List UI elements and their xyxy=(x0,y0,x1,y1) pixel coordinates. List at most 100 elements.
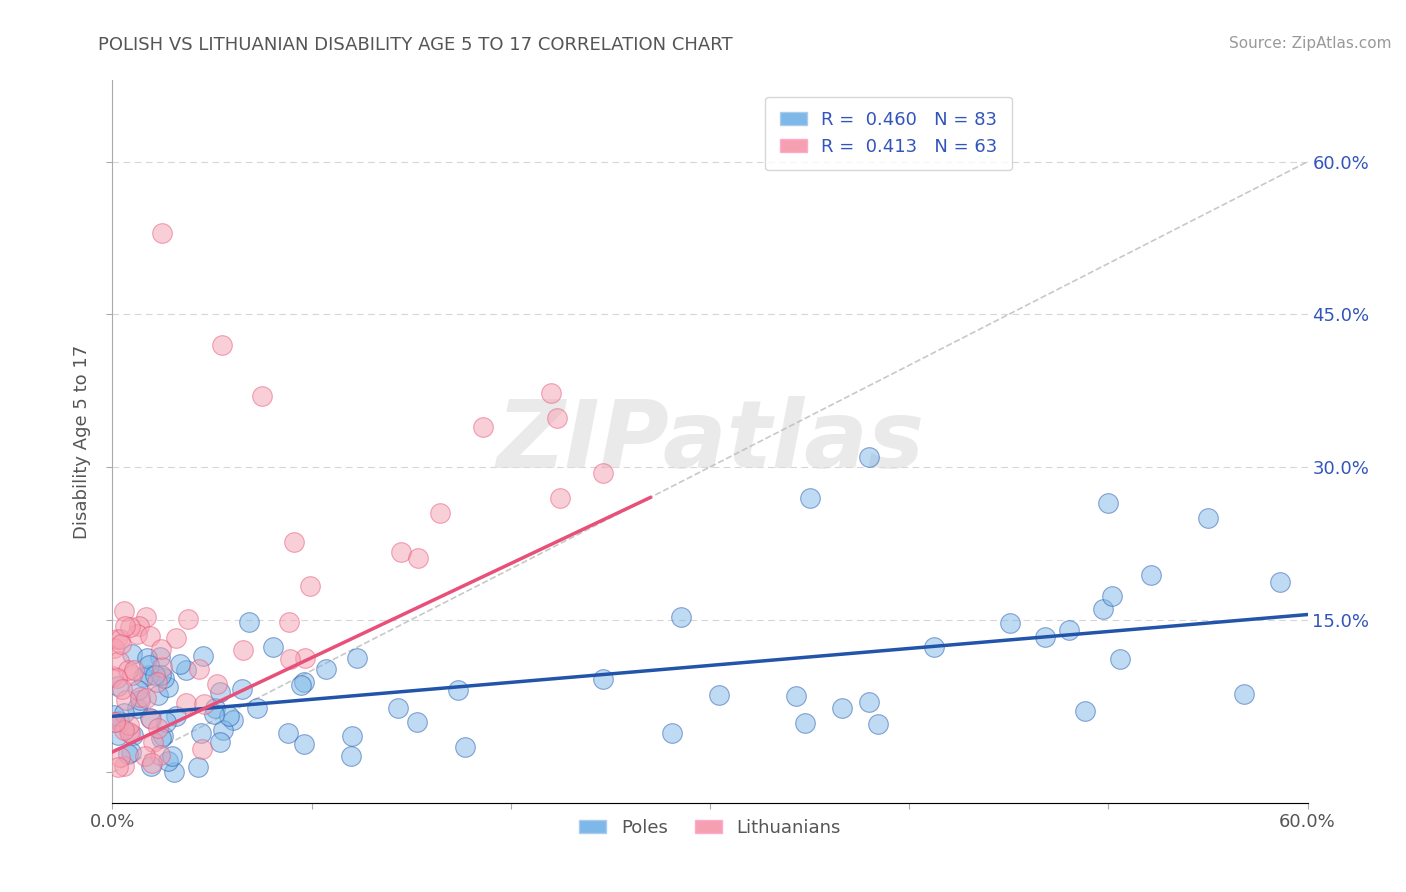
Point xyxy=(387,700,409,714)
Point xyxy=(129,690,152,704)
Point xyxy=(165,708,187,723)
Point xyxy=(174,663,197,677)
Point xyxy=(294,650,316,665)
Point xyxy=(231,681,253,696)
Legend: Poles, Lithuanians: Poles, Lithuanians xyxy=(572,812,848,845)
Point xyxy=(105,632,128,646)
Point xyxy=(139,629,162,643)
Point xyxy=(143,668,166,682)
Point xyxy=(103,668,125,682)
Point xyxy=(103,641,125,656)
Point xyxy=(107,654,129,668)
Point xyxy=(111,681,134,696)
Point xyxy=(118,726,141,740)
Point xyxy=(446,683,468,698)
Point xyxy=(208,735,231,749)
Point xyxy=(1101,589,1123,603)
Point xyxy=(471,420,494,434)
Point xyxy=(150,226,173,240)
Point xyxy=(105,671,128,685)
Point xyxy=(922,640,945,654)
Point xyxy=(131,670,153,684)
Point xyxy=(138,668,160,682)
Point xyxy=(117,725,139,739)
Point xyxy=(108,750,131,764)
Point xyxy=(117,747,139,762)
Point xyxy=(104,715,127,730)
Point xyxy=(112,706,135,720)
Point xyxy=(156,754,179,768)
Point xyxy=(298,579,321,593)
Point xyxy=(110,637,132,651)
Text: POLISH VS LITHUANIAN DISABILITY AGE 5 TO 17 CORRELATION CHART: POLISH VS LITHUANIAN DISABILITY AGE 5 TO… xyxy=(98,36,733,54)
Point xyxy=(103,707,125,722)
Point xyxy=(153,671,176,685)
Point xyxy=(592,466,614,480)
Point xyxy=(858,695,880,709)
Point xyxy=(709,688,731,702)
Point xyxy=(191,741,214,756)
Point xyxy=(204,701,226,715)
Point xyxy=(1074,704,1097,718)
Point xyxy=(163,765,186,780)
Point xyxy=(858,450,880,464)
Point xyxy=(389,545,412,559)
Point xyxy=(121,648,143,662)
Point xyxy=(127,701,149,715)
Point xyxy=(290,678,312,692)
Point xyxy=(866,717,889,731)
Point xyxy=(211,338,233,352)
Point xyxy=(292,737,315,751)
Point xyxy=(138,658,160,673)
Point xyxy=(152,729,174,743)
Point xyxy=(222,713,245,727)
Point xyxy=(139,759,162,773)
Point xyxy=(277,615,299,629)
Point xyxy=(292,674,315,689)
Point xyxy=(540,386,562,401)
Point xyxy=(155,714,177,729)
Point xyxy=(1033,630,1056,644)
Point xyxy=(238,615,260,630)
Point xyxy=(118,620,141,634)
Point xyxy=(165,631,187,645)
Point xyxy=(177,612,200,626)
Point xyxy=(1108,652,1130,666)
Point xyxy=(135,690,157,705)
Point xyxy=(149,667,172,681)
Point xyxy=(190,725,212,739)
Point xyxy=(998,615,1021,630)
Point xyxy=(120,745,142,759)
Y-axis label: Disability Age 5 to 17: Disability Age 5 to 17 xyxy=(73,344,91,539)
Point xyxy=(122,663,145,677)
Point xyxy=(218,709,240,723)
Point xyxy=(107,714,129,728)
Point xyxy=(278,652,301,666)
Point xyxy=(117,663,139,677)
Point xyxy=(148,688,170,702)
Point xyxy=(340,749,363,764)
Point xyxy=(429,507,451,521)
Point xyxy=(246,701,269,715)
Point xyxy=(104,714,127,729)
Point xyxy=(831,701,853,715)
Point xyxy=(135,609,157,624)
Point xyxy=(156,680,179,694)
Point xyxy=(150,731,173,746)
Point xyxy=(150,642,173,657)
Point xyxy=(107,759,129,773)
Point xyxy=(108,632,131,647)
Point xyxy=(794,716,817,731)
Point xyxy=(262,640,284,655)
Point xyxy=(107,727,129,741)
Point xyxy=(1270,575,1292,590)
Point xyxy=(127,627,149,641)
Point xyxy=(212,723,235,738)
Point xyxy=(188,662,211,676)
Point xyxy=(169,657,191,671)
Point xyxy=(799,491,821,505)
Point xyxy=(139,712,162,726)
Point xyxy=(107,679,129,693)
Point xyxy=(141,734,163,748)
Point xyxy=(141,756,163,770)
